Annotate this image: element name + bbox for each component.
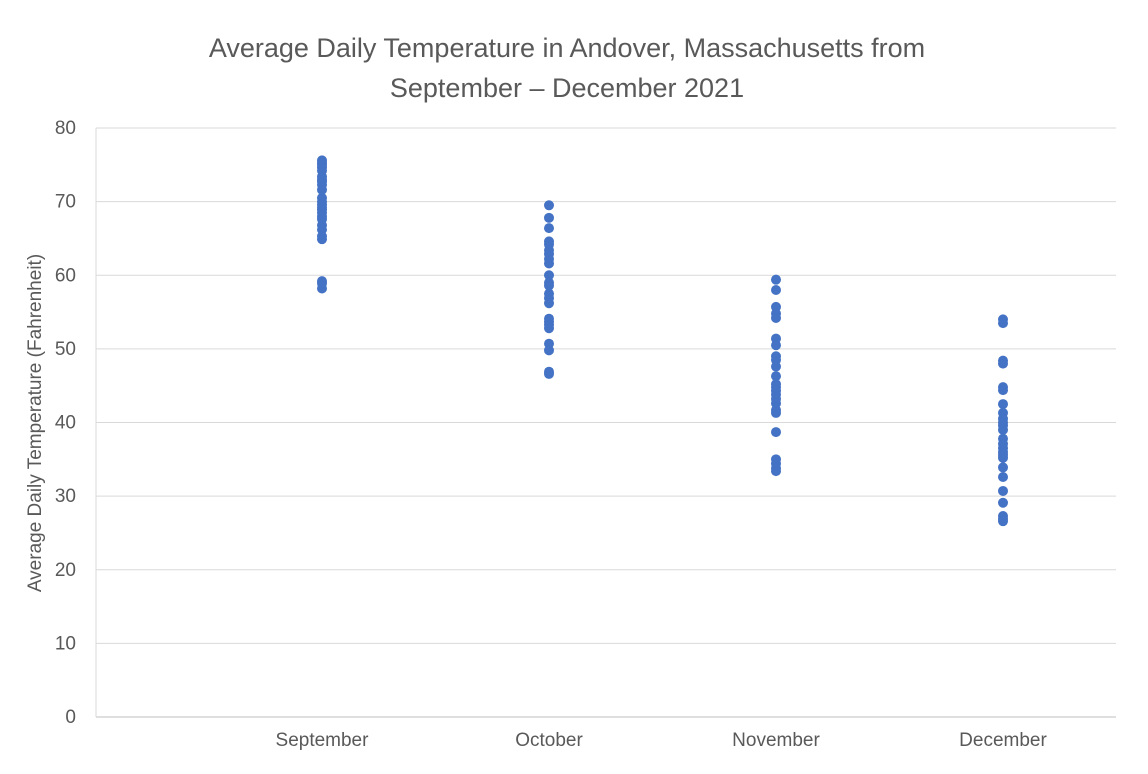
y-tick-label: 30 — [55, 486, 76, 507]
data-point — [544, 345, 554, 356]
data-point — [771, 274, 781, 285]
y-tick-label: 70 — [55, 192, 76, 213]
data-point — [544, 280, 554, 291]
x-tick-label: September — [276, 730, 370, 751]
y-tick-label: 20 — [55, 560, 76, 581]
data-point — [998, 462, 1008, 473]
y-tick-label: 0 — [65, 707, 76, 728]
data-point — [998, 358, 1008, 369]
data-point — [544, 212, 554, 223]
y-tick-label: 50 — [55, 339, 76, 360]
data-point — [771, 466, 781, 477]
chart-title: Average Daily Temperature in Andover, Ma… — [0, 28, 1134, 108]
data-point — [998, 471, 1008, 482]
data-point — [317, 283, 327, 294]
data-point — [998, 318, 1008, 329]
data-point — [317, 234, 327, 245]
y-tick-label: 60 — [55, 265, 76, 286]
data-point — [771, 312, 781, 323]
data-point — [998, 497, 1008, 508]
y-tick-label: 40 — [55, 413, 76, 434]
data-point — [544, 258, 554, 269]
data-point — [998, 452, 1008, 463]
data-point — [544, 270, 554, 281]
data-point — [771, 361, 781, 372]
y-tick-label: 10 — [55, 633, 76, 654]
chart-title-line-2: September – December 2021 — [389, 73, 745, 103]
data-point — [544, 323, 554, 334]
data-point — [544, 298, 554, 309]
data-point — [998, 399, 1008, 410]
x-tick-labels: September October November December — [276, 730, 1048, 751]
y-tick-label: 80 — [55, 118, 76, 139]
data-point — [317, 184, 327, 195]
data-point — [771, 407, 781, 418]
chart-title-line-1: Average Daily Temperature in Andover, Ma… — [208, 33, 926, 63]
data-point — [771, 371, 781, 382]
data-point — [544, 200, 554, 211]
data-point — [544, 368, 554, 379]
data-point — [771, 284, 781, 295]
y-tick-labels: 0 10 20 30 40 50 60 70 80 — [55, 118, 76, 728]
data-point — [998, 485, 1008, 496]
x-tick-label: October — [515, 730, 583, 751]
data-point — [771, 427, 781, 438]
x-tick-label: December — [959, 730, 1047, 751]
data-point — [998, 385, 1008, 396]
data-point — [544, 223, 554, 234]
data-point — [998, 424, 1008, 435]
x-tick-label: November — [732, 730, 820, 751]
data-points — [317, 155, 1008, 527]
gridlines — [95, 127, 1116, 718]
data-point — [998, 516, 1008, 527]
data-point — [771, 340, 781, 351]
